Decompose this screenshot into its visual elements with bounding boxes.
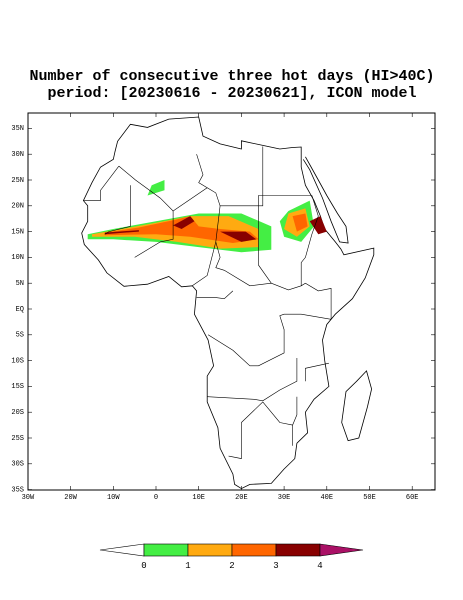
border <box>292 396 298 446</box>
lon-label: 30W <box>22 494 35 502</box>
title-line: Number of consecutive three hot days (HI… <box>29 68 434 85</box>
border <box>300 195 319 286</box>
colorbar-label: 4 <box>317 561 322 571</box>
border <box>258 205 272 284</box>
title-line: period: [20230616 - 20230621], ICON mode… <box>47 85 416 102</box>
colorbar-label: 2 <box>229 561 234 571</box>
border <box>258 146 264 207</box>
border <box>118 165 312 212</box>
colorbar-label: 1 <box>185 561 190 571</box>
border <box>192 241 217 287</box>
hot-area <box>220 231 257 242</box>
border <box>207 313 332 367</box>
hot-area <box>309 216 327 235</box>
lat-label: 15N <box>11 228 24 236</box>
lon-label: 60E <box>406 494 419 502</box>
lat-label: EQ <box>16 306 24 314</box>
lat-label: 5S <box>16 332 24 340</box>
border <box>207 358 298 402</box>
lat-label: 20N <box>11 203 24 211</box>
lat-label: 25N <box>11 177 24 185</box>
lat-label: 30S <box>11 461 24 469</box>
lat-label: 35N <box>11 125 24 133</box>
lon-label: 20E <box>235 494 248 502</box>
coast <box>302 156 349 244</box>
lat-label: 35S <box>11 486 24 494</box>
hot-area <box>104 216 259 243</box>
map <box>81 116 375 490</box>
border <box>83 165 120 201</box>
colorbar-segment <box>275 543 321 557</box>
border <box>241 401 293 426</box>
lon-label: 40E <box>320 494 333 502</box>
lat-label: 10N <box>11 254 24 262</box>
axes: 35N 30N 25N 20N 15N 10N 5N EQ 5S 10S 15S 20S 25S 30S 3… <box>11 113 435 502</box>
lat-label: 15S <box>11 383 24 391</box>
map-frame <box>27 112 436 491</box>
lat-label: 25S <box>11 435 24 443</box>
lat-label: 10S <box>11 357 24 365</box>
lon-label: 10E <box>192 494 205 502</box>
colorbar-label: 3 <box>273 561 278 571</box>
border <box>104 185 131 235</box>
hot-area <box>292 213 308 232</box>
hot-area <box>173 216 195 229</box>
border <box>196 290 234 300</box>
border <box>134 211 174 258</box>
lat-label: 20S <box>11 409 24 417</box>
border <box>305 362 329 382</box>
lon-label: 10W <box>107 494 120 502</box>
land <box>341 370 373 442</box>
lat-label: 30N <box>11 151 24 159</box>
lat-label: 5N <box>16 280 24 288</box>
lon-label: 30E <box>278 494 291 502</box>
lon-label: 20W <box>64 494 77 502</box>
colorbar-segment <box>187 543 233 557</box>
colorbar-label: 0 <box>141 561 146 571</box>
lon-label: 50E <box>363 494 376 502</box>
colorbar-end <box>319 543 364 557</box>
border <box>228 422 242 459</box>
colorbar: 0 1 2 3 4 <box>99 543 364 571</box>
colorbar-segment <box>231 543 277 557</box>
border <box>196 154 208 188</box>
lon-label: 0 <box>154 494 158 502</box>
colorbar-segment <box>143 543 189 557</box>
hot-area <box>104 230 139 235</box>
